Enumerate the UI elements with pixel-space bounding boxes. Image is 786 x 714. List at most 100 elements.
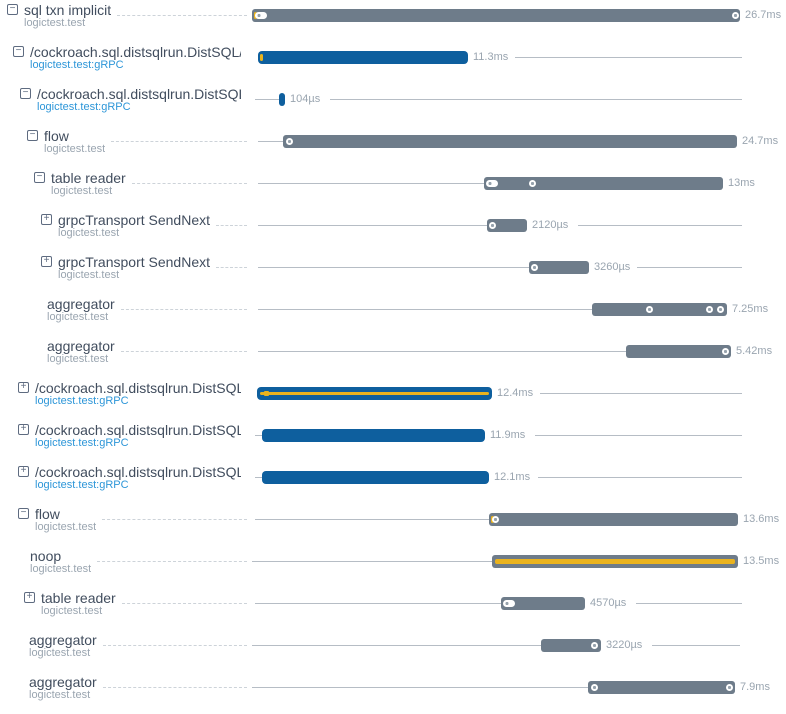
trace-span-row[interactable]: aggregator logictest.test 7.9ms: [0, 672, 786, 714]
dashed-leader-line: [102, 519, 247, 520]
span-bar[interactable]: [529, 261, 589, 274]
collapse-icon[interactable]: −: [13, 46, 24, 57]
trace-span-row[interactable]: + /cockroach.sql.distsqlrun.DistSQL/Setlo…: [0, 420, 786, 462]
span-label: noop logictest.test: [30, 546, 91, 576]
span-bar[interactable]: [626, 345, 731, 358]
timeline-pre-line: [258, 267, 529, 268]
trace-span-row[interactable]: aggregator logictest.test 5.42ms: [0, 336, 786, 378]
span-subtitle: logictest.test: [44, 143, 106, 155]
collapse-icon[interactable]: −: [20, 88, 31, 99]
span-title: aggregator: [47, 337, 115, 354]
span-label: + /cockroach.sql.distsqlrun.DistSQL/Setlo…: [18, 378, 241, 407]
span-bar[interactable]: [592, 303, 727, 316]
span-bar[interactable]: [489, 513, 738, 526]
span-label: −/cockroach.sql.distsqlrun.DistSQL/Set lo…: [13, 42, 241, 71]
trace-span-row[interactable]: aggregator logictest.test 3220µs: [0, 630, 786, 672]
span-timeline: 7.9ms: [250, 672, 786, 714]
span-subtitle: logictest.test:gRPC: [35, 395, 129, 407]
collapse-icon[interactable]: −: [7, 4, 18, 15]
dashed-leader-line: [102, 687, 247, 688]
span-title: /cockroach.sql.distsqlrun.DistSQL/Set: [35, 379, 241, 396]
expand-icon[interactable]: +: [18, 466, 29, 477]
dashed-leader-line: [120, 309, 247, 310]
span-timeline: 12.4ms: [250, 378, 786, 420]
span-duration: 104µs: [290, 93, 321, 105]
expand-icon[interactable]: +: [18, 424, 29, 435]
span-bar[interactable]: [492, 555, 738, 568]
timeline-pre-line: [252, 561, 492, 562]
trace-span-row[interactable]: − sql txn implicit logictest.test 26.7ms: [0, 0, 786, 42]
trace-span-row[interactable]: + /cockroach.sql.distsqlrun.DistSQL/Setlo…: [0, 462, 786, 504]
trace-span-row[interactable]: − table reader logictest.test 13ms: [0, 168, 786, 210]
span-bar[interactable]: [279, 93, 285, 106]
span-subtitle: logictest.test:gRPC: [35, 437, 129, 449]
span-label-line: + table reader: [24, 590, 116, 606]
span-subtitle: logictest.test:gRPC: [35, 479, 129, 491]
trace-span-row[interactable]: −/cockroach.sql.distsqlrun.DistSQL/S logi…: [0, 84, 786, 126]
collapse-icon[interactable]: −: [18, 508, 29, 519]
trace-span-row[interactable]: − flow logictest.test 13.6ms: [0, 504, 786, 546]
span-label: + table reader logictest.test: [24, 588, 116, 617]
span-bar[interactable]: [262, 471, 489, 484]
timeline-pre-line: [255, 519, 489, 520]
span-timeline: 104µs: [250, 84, 786, 126]
span-label: −/cockroach.sql.distsqlrun.DistSQL/S logi…: [20, 84, 241, 113]
span-bar[interactable]: [262, 429, 485, 442]
span-label: − flow logictest.test: [18, 504, 96, 533]
span-duration: 4570µs: [590, 597, 627, 609]
span-marker-tick: [264, 391, 269, 396]
span-label-line: + /cockroach.sql.distsqlrun.DistSQL/Set: [18, 379, 241, 396]
expand-icon[interactable]: +: [18, 382, 29, 393]
span-subtitle: logictest.test: [29, 689, 91, 701]
dashed-leader-line: [216, 225, 247, 226]
collapse-icon[interactable]: −: [34, 172, 45, 183]
span-title: flow: [35, 505, 60, 522]
dashed-leader-line: [216, 267, 247, 268]
span-title: grpcTransport SendNext: [58, 253, 210, 270]
span-subtitle: logictest.test: [41, 605, 103, 617]
dashed-leader-line: [121, 603, 247, 604]
span-duration: 12.1ms: [494, 471, 531, 483]
span-bar[interactable]: [484, 177, 723, 190]
span-bar[interactable]: [258, 51, 468, 64]
expand-icon[interactable]: +: [41, 214, 52, 225]
span-duration: 7.25ms: [732, 303, 769, 315]
timeline-pre-line: [255, 603, 501, 604]
trace-span-row[interactable]: + grpcTransport SendNext logictest.test 212…: [0, 210, 786, 252]
span-bar[interactable]: [588, 681, 735, 694]
span-duration: 11.9ms: [490, 429, 526, 441]
span-bar[interactable]: [501, 597, 585, 610]
span-bar[interactable]: [257, 387, 492, 400]
span-marker-dot: [646, 306, 653, 313]
span-label-line: aggregator: [29, 632, 97, 648]
span-subtitle: logictest.test: [47, 353, 109, 365]
timeline-pre-line: [258, 351, 626, 352]
span-label-line: − flow: [27, 128, 105, 144]
span-duration: 12.4ms: [497, 387, 534, 399]
trace-span-row[interactable]: aggregator logictest.test 7.25ms: [0, 294, 786, 336]
span-bar[interactable]: [541, 639, 601, 652]
span-bar[interactable]: [252, 9, 740, 22]
span-marker-dot: [722, 348, 729, 355]
expand-icon[interactable]: +: [41, 256, 52, 267]
span-title: noop: [30, 547, 62, 564]
span-title: /cockroach.sql.distsqlrun.DistSQL/Set: [35, 421, 241, 438]
span-marker-dot: [531, 264, 538, 271]
expand-icon[interactable]: +: [24, 592, 35, 603]
timeline-pre-line: [255, 99, 279, 100]
trace-span-row[interactable]: + table reader logictest.test 4570µs: [0, 588, 786, 630]
span-label-line: noop: [30, 547, 91, 564]
span-timeline: 7.25ms: [250, 294, 786, 336]
timeline-pre-line: [258, 225, 487, 226]
trace-span-row[interactable]: − flow logictest.test 24.7ms: [0, 126, 786, 168]
span-timeline: 12.1ms: [250, 462, 786, 504]
trace-span-row[interactable]: −/cockroach.sql.distsqlrun.DistSQL/Set lo…: [0, 42, 786, 84]
trace-span-row[interactable]: + grpcTransport SendNext logictest.test 326…: [0, 252, 786, 294]
collapse-icon[interactable]: −: [27, 130, 38, 141]
span-bar[interactable]: [283, 135, 737, 148]
trace-span-row[interactable]: noop logictest.test 13.5ms: [0, 546, 786, 588]
span-subtitle: logictest.test: [51, 185, 113, 197]
span-timeline: 2120µs: [250, 210, 786, 252]
span-bar[interactable]: [487, 219, 527, 232]
trace-span-row[interactable]: + /cockroach.sql.distsqlrun.DistSQL/Setlo…: [0, 378, 786, 420]
